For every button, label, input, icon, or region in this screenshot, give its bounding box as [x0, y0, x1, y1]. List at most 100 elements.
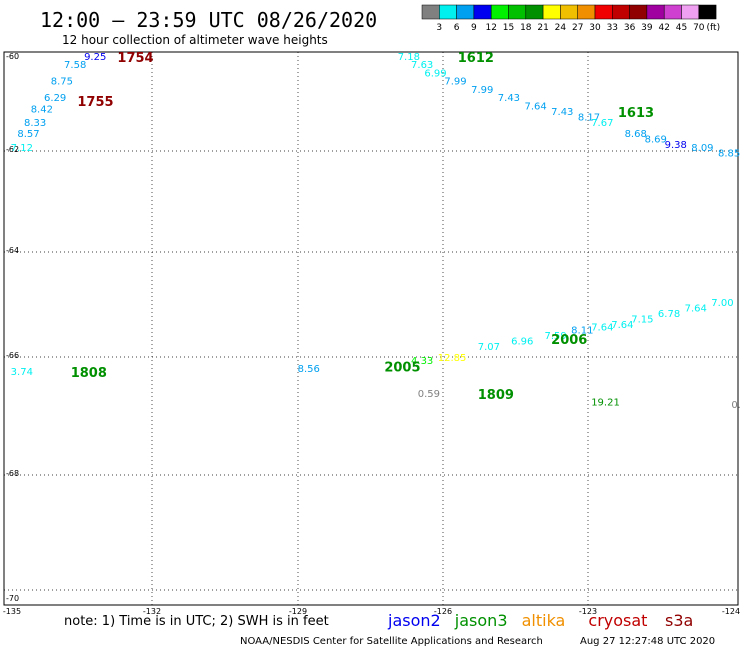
chart-subtitle: 12 hour collection of altimeter wave hei…	[62, 33, 328, 47]
x-tick-label: -135	[3, 607, 21, 616]
pass-time-label: 1755	[77, 95, 113, 110]
wave-height-label: 7.63	[411, 60, 433, 71]
chart-title: 12:00 – 23:59 UTC 08/26/2020	[40, 8, 377, 32]
y-tick-label: -66	[6, 351, 19, 360]
wave-height-label: 0.59	[731, 400, 740, 411]
y-tick-label: -64	[6, 246, 19, 255]
color-scale-tick-label: 12	[485, 23, 496, 33]
wave-height-label: 19.21	[591, 397, 620, 408]
color-swatch	[577, 4, 596, 20]
x-tick-label: -123	[579, 607, 597, 616]
x-tick-label: -132	[143, 607, 161, 616]
wave-height-label: 8.57	[17, 129, 39, 140]
y-tick-label: -68	[6, 469, 19, 478]
color-swatch	[421, 4, 440, 20]
axis-ticks: -60 -62 -64 -66 -68 -70 -135 -132 -129 -126 -123 -1…	[3, 52, 740, 616]
x-tick-label: -124	[722, 607, 740, 616]
color-swatch	[508, 4, 527, 20]
wave-height-values: 9.257.58 8.75 6.298.42 8.338.57 7.12 7.187.63…	[11, 52, 740, 411]
color-scale-tick-label: 15	[503, 23, 514, 33]
wave-height-label: 8.68	[625, 129, 647, 140]
wave-height-label: 7.64	[524, 102, 546, 113]
wave-height-label: 7.67	[591, 118, 613, 129]
wave-height-label: 6.29	[44, 93, 66, 104]
wave-height-label: 8.09	[691, 143, 713, 154]
satellite-legend-jason3: jason3	[454, 611, 508, 630]
wave-height-label: 7.64	[685, 303, 707, 314]
satellite-legend-jason2: jason2	[387, 611, 441, 630]
wave-height-label: 0.59	[418, 389, 440, 400]
color-swatch	[439, 4, 457, 20]
wave-height-label: 7.43	[498, 93, 520, 104]
pass-time-label: 1809	[478, 388, 514, 403]
wave-height-label: 3.74	[11, 367, 33, 378]
wave-height-label: 4.33	[411, 356, 433, 367]
wave-height-label: 6.78	[658, 309, 680, 320]
pass-time-label: 1754	[117, 51, 153, 66]
color-scale-tick-label: 70	[693, 23, 705, 33]
wave-height-label: 7.18	[398, 52, 420, 63]
wave-height-label: 9.25	[84, 52, 106, 63]
satellite-legend-cryosat: cryosat	[588, 611, 647, 630]
wave-height-label: 8.85	[718, 149, 740, 160]
satellite-legend-altika: altika	[522, 611, 566, 630]
wave-height-label: 7.00	[711, 298, 733, 309]
wave-height-label: 8.42	[31, 104, 53, 115]
color-swatch	[525, 4, 544, 20]
x-tick-label: -126	[434, 607, 452, 616]
color-swatch	[542, 4, 561, 20]
color-swatch	[663, 4, 682, 20]
satellite-legend-s3a: s3a	[665, 611, 693, 630]
color-scale-tick-label: 33	[607, 23, 618, 33]
wave-height-label: 12.85	[438, 353, 467, 364]
y-tick-label: -60	[6, 52, 19, 61]
wave-height-label: 8.33	[24, 118, 46, 129]
y-tick-label: -70	[6, 594, 19, 603]
pass-time-label: 1613	[618, 106, 654, 121]
color-scale-legend: 3 6 9 12 15 18 21 24 27 30 33 36 39 42 45 70 (ft)	[421, 4, 720, 33]
pass-time-label: 2005	[384, 360, 420, 375]
color-scale-tick-label: 36	[624, 23, 636, 33]
wave-height-label: 6.99	[424, 68, 446, 79]
wave-height-label: 7.15	[631, 314, 653, 325]
wave-height-label: 7.64	[591, 323, 613, 334]
footer-timestamp: Aug 27 12:27:48 UTC 2020	[580, 636, 715, 647]
color-scale-tick-label: 6	[454, 23, 460, 33]
pass-time-label: 2006	[551, 333, 587, 348]
color-scale-tick-label: 24	[555, 23, 567, 33]
color-swatch	[629, 4, 648, 20]
footer-credit: NOAA/NESDIS Center for Satellite Applica…	[240, 636, 543, 647]
wave-height-label: 9.38	[665, 140, 687, 151]
wave-height-label: 7.43	[551, 107, 573, 118]
pass-time-labels: 1754175516121613161420200620051808180918…	[71, 51, 654, 403]
wave-height-label: 7.12	[11, 143, 33, 154]
color-scale-tick-label: 42	[658, 23, 669, 33]
wave-height-label: 7.58	[64, 60, 86, 71]
footer-note: note: 1) Time is in UTC; 2) SWH is in fe…	[64, 614, 329, 629]
color-scale-tick-label: 18	[520, 23, 532, 33]
color-swatch	[612, 4, 630, 20]
color-scale-tick-label: 3	[436, 23, 442, 33]
plot-frame	[3, 51, 739, 606]
color-scale-tick-label: 21	[537, 23, 548, 33]
wave-height-label: 7.99	[471, 85, 493, 96]
color-scale-tick-label: 30	[589, 23, 601, 33]
wave-height-label: 8.69	[645, 135, 667, 146]
pass-time-label: 1612	[458, 51, 494, 66]
color-swatch	[473, 4, 492, 20]
color-scale-tick-label: 9	[471, 23, 477, 33]
color-swatch	[698, 4, 717, 20]
x-tick-label: -129	[289, 607, 307, 616]
color-swatch	[681, 4, 700, 20]
color-scale-tick-label: 45	[676, 23, 687, 33]
wave-height-label: 7.99	[444, 77, 466, 88]
wave-height-label: 6.96	[511, 337, 533, 348]
wave-height-label: 8.56	[298, 364, 320, 375]
satellite-legend: jason2 jason3 altika cryosat s3a	[387, 611, 693, 630]
color-swatch	[490, 4, 509, 20]
y-tick-label: -62	[6, 145, 19, 154]
wave-height-label: 7.59	[544, 331, 566, 342]
wave-height-label: 7.64	[611, 320, 633, 331]
color-swatch	[456, 4, 475, 20]
